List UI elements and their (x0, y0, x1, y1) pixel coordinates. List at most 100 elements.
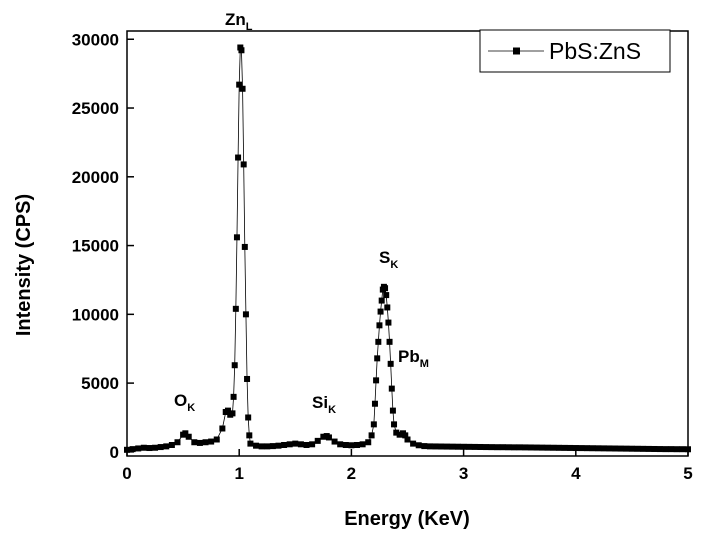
data-point (572, 445, 579, 452)
data-point (623, 445, 630, 452)
data-point (247, 440, 254, 447)
data-point (377, 308, 384, 315)
data-point (309, 441, 316, 448)
data-point (612, 445, 619, 452)
annotation-text: Si (312, 393, 328, 412)
x-tick-label: 0 (122, 464, 131, 483)
data-point (645, 445, 652, 452)
data-point (208, 438, 215, 445)
x-tick-label: 2 (347, 464, 356, 483)
data-point (396, 431, 403, 438)
data-point (286, 441, 293, 448)
data-point (527, 444, 534, 451)
data-point (387, 360, 394, 367)
data-point (410, 440, 417, 447)
data-point (230, 393, 237, 400)
data-point (640, 445, 647, 452)
legend-marker (513, 47, 520, 55)
annotation: ZnL (225, 10, 253, 33)
data-point (229, 410, 236, 417)
data-point (238, 47, 245, 54)
data-point (584, 445, 591, 452)
data-point (389, 407, 396, 414)
data-point (567, 444, 574, 451)
data-point (606, 445, 613, 452)
data-point (402, 432, 409, 439)
data-point (235, 154, 242, 161)
data-point (421, 443, 428, 450)
x-tick-label: 5 (683, 464, 692, 483)
annotation-subscript: M (420, 358, 429, 370)
data-point (656, 446, 663, 453)
data-point (375, 338, 382, 345)
data-point (202, 439, 209, 446)
data-point (438, 443, 445, 450)
data-point (685, 446, 691, 453)
data-point (432, 443, 439, 450)
data-point (297, 441, 304, 448)
data-point (662, 446, 669, 453)
data-point (443, 443, 450, 450)
y-tick-label: 25000 (72, 99, 119, 118)
data-point (174, 439, 181, 446)
y-tick-label: 30000 (72, 30, 119, 49)
data-point (365, 439, 372, 446)
data-point (471, 443, 478, 450)
data-point (245, 414, 252, 421)
data-point (258, 443, 265, 450)
data-point (314, 437, 321, 444)
data-point (269, 443, 276, 450)
data-point (264, 443, 271, 450)
y-tick-label: 0 (110, 443, 119, 462)
data-point (182, 430, 189, 437)
annotation-text: Zn (225, 10, 246, 29)
annotation-subscript: K (328, 404, 336, 416)
data-point (426, 443, 433, 450)
data-point (231, 362, 238, 369)
data-point (679, 446, 686, 453)
data-point (253, 442, 260, 449)
data-point (374, 355, 381, 362)
annotation-text: S (379, 248, 390, 267)
data-point (466, 443, 473, 450)
annotation: SK (379, 248, 398, 271)
data-point (371, 400, 378, 407)
annotation-text: O (174, 391, 187, 410)
annotation-subscript: K (390, 259, 398, 271)
data-point (331, 438, 338, 445)
data-point (483, 444, 490, 451)
annotation: OK (174, 391, 195, 414)
data-point (595, 445, 602, 452)
y-tick-label: 20000 (72, 168, 119, 187)
data-point (163, 443, 170, 450)
data-point (488, 444, 495, 451)
data-point (224, 407, 231, 414)
data-point (378, 297, 385, 304)
data-point (246, 432, 253, 439)
data-point (499, 444, 506, 451)
data-point (348, 442, 355, 449)
data-point (152, 444, 159, 451)
data-point (673, 446, 680, 453)
data-point (157, 444, 164, 451)
data-point (383, 292, 390, 299)
data-point (555, 444, 562, 451)
annotation-subscript: L (246, 21, 253, 33)
data-point (651, 445, 658, 452)
data-point (550, 444, 557, 451)
y-axis-title: Intensity (CPS) (13, 194, 35, 336)
annotation: SiK (312, 393, 336, 416)
data-point (634, 445, 641, 452)
data-point (354, 441, 361, 448)
data-point (240, 161, 247, 168)
annotation-text: Pb (398, 347, 420, 366)
x-tick-label: 3 (459, 464, 468, 483)
data-point (561, 444, 568, 451)
data-point (368, 432, 375, 439)
data-point (454, 443, 461, 450)
data-point (391, 421, 398, 428)
data-point (505, 444, 512, 451)
data-point (589, 445, 596, 452)
data-point (373, 377, 380, 384)
data-point (281, 441, 288, 448)
